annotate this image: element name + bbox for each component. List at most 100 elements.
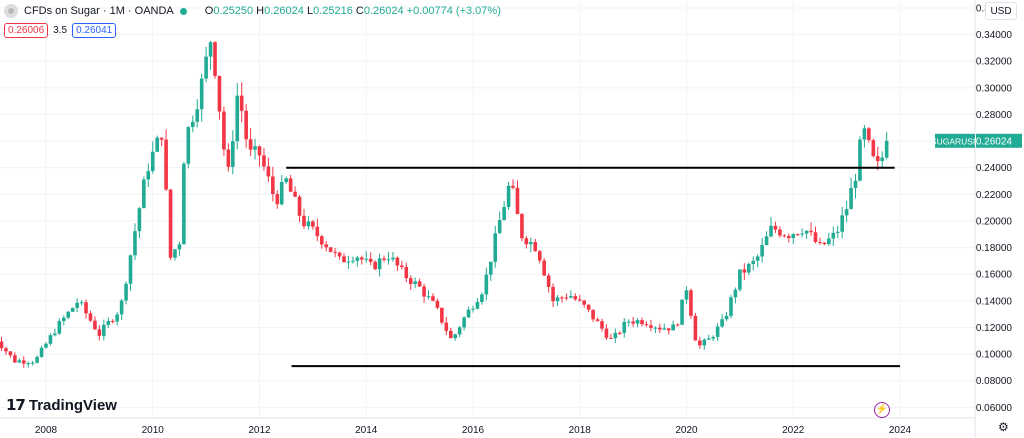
candle-body <box>693 315 698 341</box>
candle-body <box>79 302 84 304</box>
candle-body <box>133 231 137 256</box>
candle-body <box>444 322 449 331</box>
symbol-tag <box>935 133 975 148</box>
candle-body <box>284 178 288 183</box>
candle-body <box>110 321 115 323</box>
candle-body <box>337 252 342 257</box>
symbol-title[interactable]: CFDs on Sugar · 1M · OANDA <box>24 5 174 17</box>
chart-header: CFDs on Sugar · 1M · OANDA O0.25250 H0.2… <box>4 4 501 18</box>
candle-body <box>800 233 804 235</box>
price-tick-label: 0.16000 <box>976 270 1013 281</box>
bolt-icon[interactable]: ⚡ <box>874 402 890 418</box>
buy-button[interactable]: 0.26041 <box>72 23 117 38</box>
candle-body <box>569 296 573 298</box>
price-tick-label: 0.18000 <box>976 243 1013 254</box>
candle-body <box>835 231 840 233</box>
candle-body <box>293 191 297 197</box>
candle-body <box>426 296 431 298</box>
candle-body <box>168 189 173 258</box>
candle-body <box>57 321 62 334</box>
market-open-dot-icon <box>179 7 187 15</box>
price-tick-label: 0.30000 <box>976 83 1013 94</box>
candle-body <box>164 139 168 190</box>
candle-body <box>17 360 22 363</box>
candle-body <box>471 308 475 310</box>
candle-body <box>827 238 831 245</box>
candle-body <box>502 207 506 221</box>
candle-body <box>875 156 880 162</box>
tradingview-logo[interactable]: 17 TradingView <box>6 396 117 414</box>
time-tick-label: 2024 <box>889 425 912 436</box>
candle-body <box>711 336 715 339</box>
candle-body <box>342 256 346 263</box>
settings-gear-icon[interactable]: ⚙ <box>998 420 1009 434</box>
candle-body <box>702 339 707 346</box>
candle-body <box>124 283 128 301</box>
candle-body <box>684 290 689 300</box>
candle-body <box>440 307 444 323</box>
candle-body <box>609 337 613 339</box>
candle-body <box>497 220 502 234</box>
candle-body <box>591 309 595 320</box>
candle-body <box>413 281 417 285</box>
candle-body <box>61 317 66 322</box>
price-tick-label: 0.20000 <box>976 216 1013 227</box>
candle-body <box>239 95 244 111</box>
candle-body <box>804 230 809 234</box>
candle-body <box>106 321 111 325</box>
candle-body <box>368 258 373 262</box>
candle-body <box>159 137 164 140</box>
candle-body <box>795 234 800 236</box>
candle-body <box>849 187 853 210</box>
candle-body <box>351 260 355 262</box>
symbol-tag-text: SUGARUSD <box>931 136 979 146</box>
time-axis[interactable]: 2008 2010 2012 2014 2016 2018 2020 2022 2024 <box>35 425 912 436</box>
candle-body <box>35 356 39 363</box>
candle-body <box>689 290 693 316</box>
candle-body <box>404 267 409 279</box>
candle-body <box>564 297 569 299</box>
time-tick-label: 2016 <box>462 425 485 436</box>
candle-body <box>653 327 658 329</box>
candle-body <box>871 140 876 157</box>
candle-body <box>13 355 17 363</box>
price-axis[interactable]: 0.360000.340000.320000.300000.280000.260… <box>976 3 1013 413</box>
candle-body <box>328 247 333 252</box>
candlestick-series <box>0 40 889 368</box>
candle-body <box>271 176 275 195</box>
candle-body <box>537 251 542 261</box>
candle-body <box>75 302 79 308</box>
candle-body <box>560 297 564 299</box>
candle-body <box>551 286 555 302</box>
candle-body <box>222 111 226 150</box>
candle-body <box>417 281 422 287</box>
candle-body <box>884 140 889 158</box>
candle-body <box>853 180 858 188</box>
candle-body <box>382 258 386 260</box>
time-tick-label: 2012 <box>248 425 271 436</box>
candle-body <box>302 215 306 227</box>
candle-body <box>319 236 324 245</box>
candle-body <box>706 338 711 340</box>
price-tick-label: 0.12000 <box>976 323 1013 334</box>
candle-body <box>39 347 44 357</box>
candle-body <box>858 139 862 181</box>
candle-body <box>577 299 582 301</box>
candle-body <box>769 225 773 237</box>
sell-button[interactable]: 0.26006 <box>4 23 49 38</box>
candle-body <box>53 333 57 336</box>
candle-body <box>746 263 751 273</box>
candle-body <box>324 244 329 248</box>
currency-selector[interactable]: USD <box>985 2 1017 20</box>
time-tick-label: 2022 <box>782 425 805 436</box>
horizontal-support-resistance-lines[interactable] <box>286 166 900 368</box>
candle-body <box>457 327 462 335</box>
candle-body <box>391 257 395 260</box>
price-tick-label: 0.10000 <box>976 350 1013 361</box>
tradingview-logo-text: TradingView <box>28 396 117 414</box>
candle-body <box>70 307 75 312</box>
candle-body <box>21 360 26 364</box>
candle-body <box>128 255 133 284</box>
candle-body <box>408 278 413 285</box>
